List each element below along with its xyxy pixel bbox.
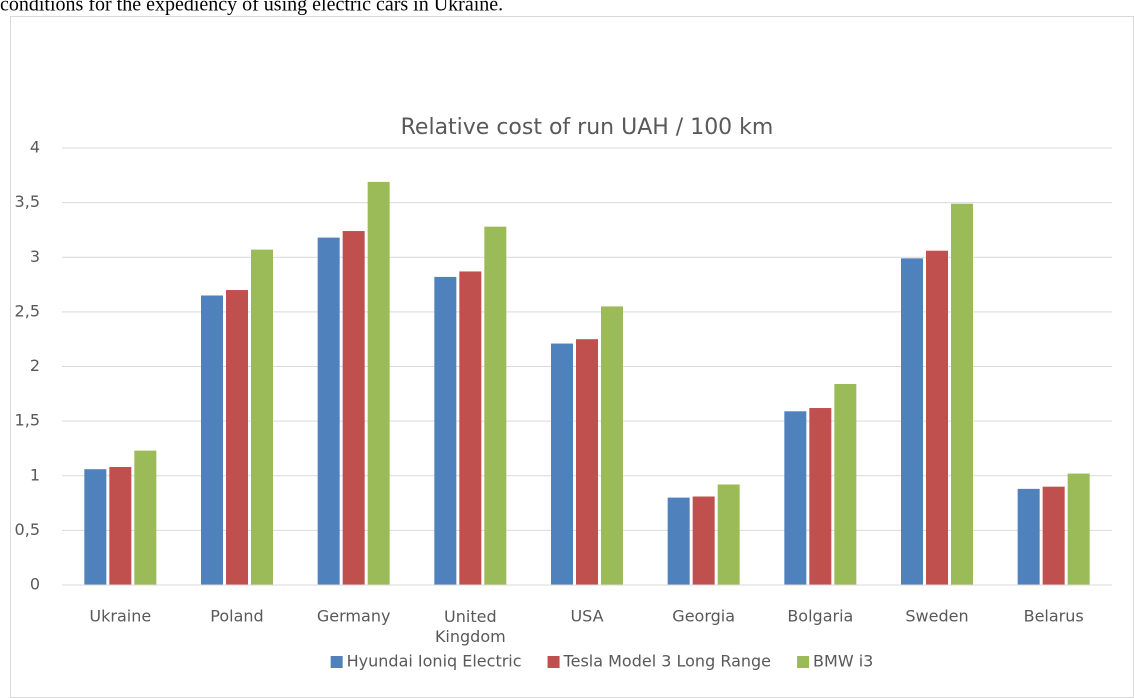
bar <box>201 295 223 585</box>
chart-title: Relative cost of run UAH / 100 km <box>401 115 774 140</box>
y-tick-label: 0 <box>30 575 40 594</box>
bar <box>951 203 973 585</box>
bar <box>459 271 482 585</box>
bar <box>551 343 573 585</box>
bar <box>901 258 923 585</box>
x-tick-label: USA <box>570 607 603 626</box>
legend-swatch <box>797 656 810 668</box>
y-tick-label: 1 <box>30 465 40 484</box>
bar <box>342 231 365 585</box>
y-tick-label: 3,5 <box>15 192 40 211</box>
x-tick-label: Georgia <box>672 607 735 626</box>
bar <box>834 383 857 585</box>
y-tick-label: 1,5 <box>15 411 40 430</box>
y-tick-label: 2 <box>30 356 40 375</box>
bar <box>717 484 740 585</box>
x-tick-label: Belarus <box>1024 607 1084 626</box>
y-tick-label: 0,5 <box>15 520 40 539</box>
bar <box>692 496 715 585</box>
document-text: conditions for the expediency of using e… <box>0 0 503 16</box>
bar <box>84 469 107 585</box>
x-tick-label: Germany <box>317 607 391 626</box>
x-tick-label: United Kingdom <box>435 607 506 646</box>
bar <box>667 497 690 585</box>
bar <box>434 276 457 585</box>
bar <box>576 339 598 585</box>
legend-label: BMW i3 <box>813 652 873 671</box>
legend-swatch <box>330 656 343 668</box>
bar <box>367 181 390 585</box>
bar <box>1017 488 1040 585</box>
x-tick-label: Poland <box>210 607 263 626</box>
legend-swatch <box>547 656 560 668</box>
bar <box>226 290 248 585</box>
x-tick-label: Bolgaria <box>787 607 853 626</box>
bar <box>926 250 948 585</box>
y-tick-label: 2,5 <box>15 301 40 320</box>
legend-label: Hyundai Ioniq Electric <box>347 652 522 671</box>
bar <box>1067 473 1090 585</box>
bar <box>109 467 132 585</box>
bar <box>251 249 273 586</box>
bar <box>601 306 623 585</box>
x-tick-label: Sweden <box>905 607 968 626</box>
bar <box>317 237 340 585</box>
bar <box>484 226 507 585</box>
y-tick-label: 3 <box>30 247 40 266</box>
bar <box>1042 486 1065 585</box>
x-tick-label: Ukraine <box>89 607 151 626</box>
legend-label: Tesla Model 3 Long Range <box>563 652 771 671</box>
bar <box>784 411 807 585</box>
y-tick-label: 4 <box>30 138 40 157</box>
bar <box>134 450 157 585</box>
bar <box>809 408 832 585</box>
